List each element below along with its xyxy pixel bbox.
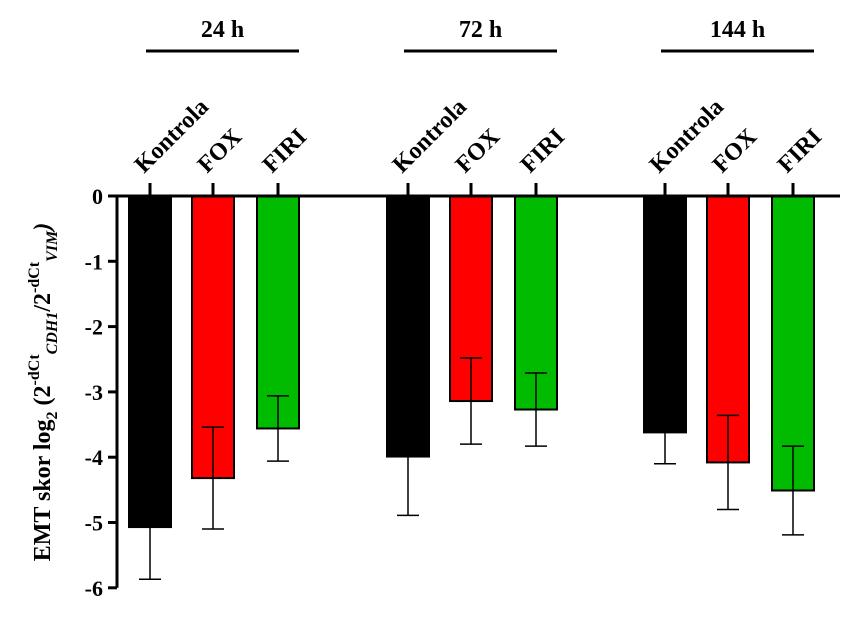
y-ticks: 0 -1 -2 -3 -4 -5 -6 <box>85 184 117 601</box>
bar-kontrola-24h <box>128 195 172 529</box>
y-axis-label-sub: CDH1 <box>44 312 61 355</box>
group-header-label: 144 h <box>710 17 765 43</box>
y-axis-label-sub: 2 <box>44 411 61 419</box>
group-headers: 24 h 72 h 144 h <box>146 17 814 53</box>
y-tick-label: -3 <box>85 380 103 405</box>
y-axis-label-sup: -dCt <box>26 354 43 386</box>
y-axis-label-prefix: EMT skor log <box>30 419 56 561</box>
category-label: FIRI <box>773 124 827 178</box>
category-label: FOX <box>193 124 248 179</box>
bar-firi-24h <box>256 195 300 430</box>
y-axis-label-open: (2 <box>30 385 56 411</box>
category-label: FIRI <box>516 124 570 178</box>
y-axis-label-close: ) <box>30 223 56 233</box>
y-tick-label: 0 <box>92 184 103 209</box>
y-tick-label: -4 <box>85 445 103 470</box>
category-label: FOX <box>451 124 506 179</box>
y-axis-label-slash: /2 <box>30 293 56 313</box>
category-label: FOX <box>708 124 763 179</box>
group-header-label: 24 h <box>201 17 244 43</box>
group-header-label: 72 h <box>459 17 502 43</box>
y-axis-label-sup: -dCt <box>26 261 43 293</box>
y-axis-label: EMT skor log2 (2-dCtCDH1/2-dCtVIM) <box>26 223 61 562</box>
category-label: FIRI <box>258 124 312 178</box>
error-bars <box>139 357 804 581</box>
y-tick-label: -2 <box>85 315 103 340</box>
y-axis-label-sub: VIM <box>44 230 61 262</box>
bars <box>128 195 815 529</box>
y-tick-label: -6 <box>85 576 103 601</box>
y-tick-label: -5 <box>85 511 103 536</box>
y-tick-label: -1 <box>85 249 103 274</box>
bar-kontrola-144h <box>643 195 687 434</box>
